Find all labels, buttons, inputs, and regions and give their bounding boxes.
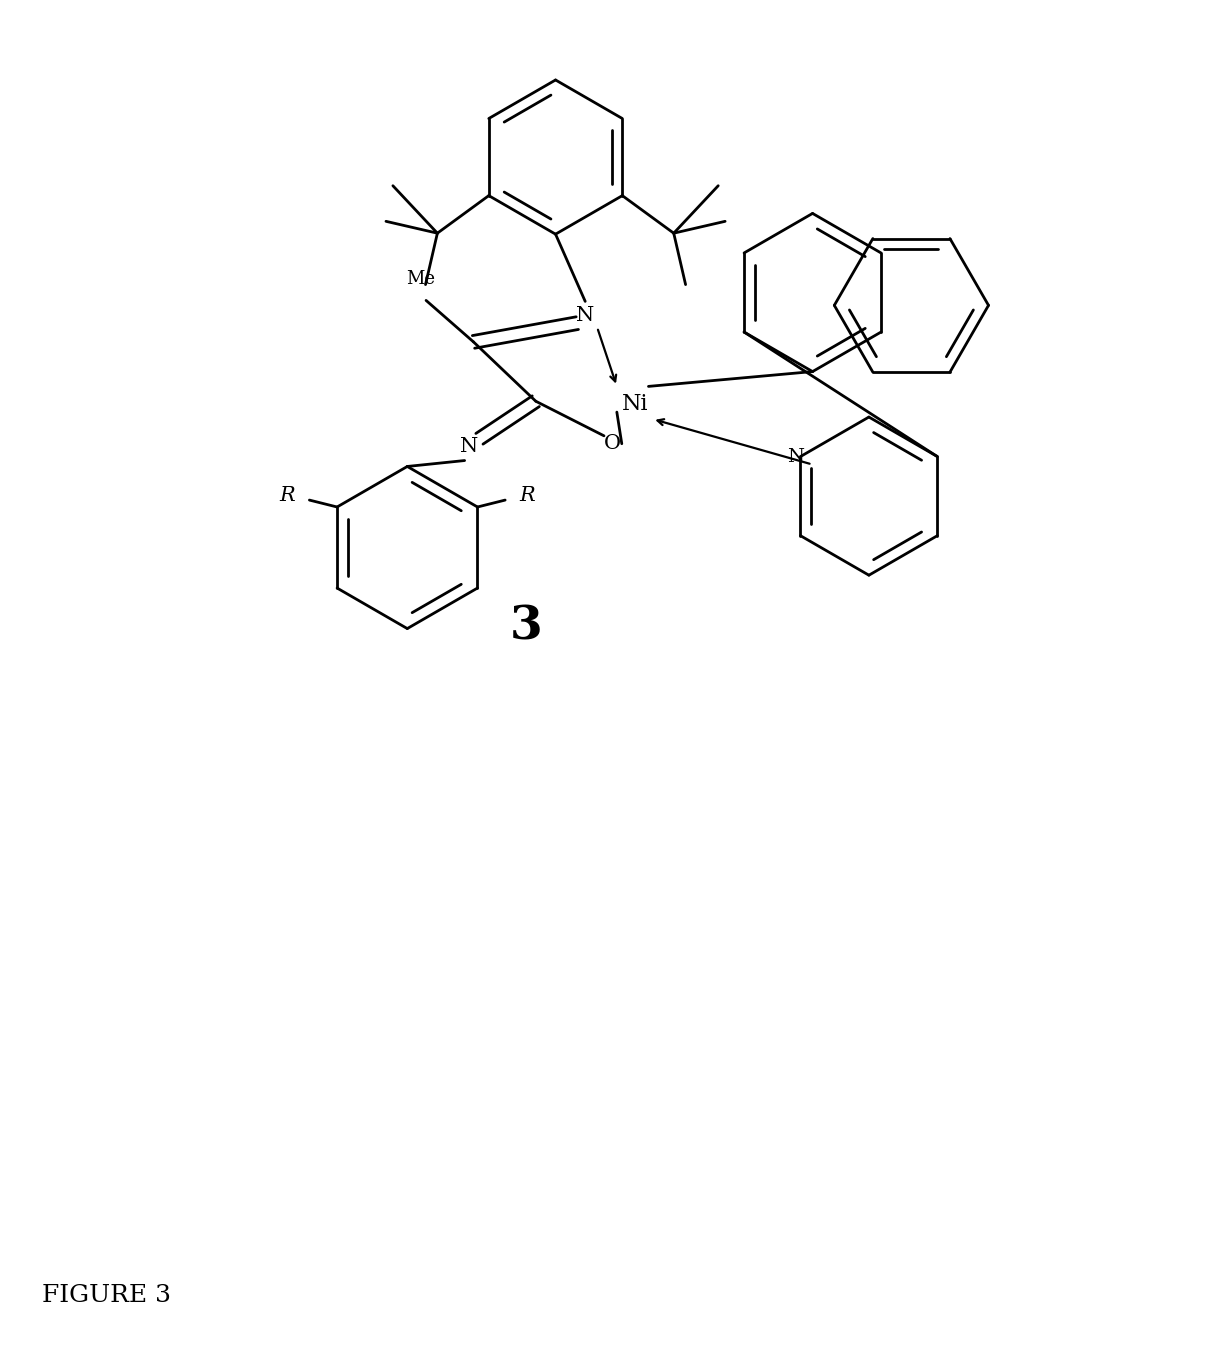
Text: R: R bbox=[280, 485, 295, 504]
Text: N: N bbox=[461, 437, 479, 456]
Text: N: N bbox=[576, 305, 595, 324]
Text: Me: Me bbox=[406, 270, 435, 287]
Text: FIGURE 3: FIGURE 3 bbox=[41, 1284, 170, 1307]
Text: N: N bbox=[788, 447, 804, 465]
Text: 3: 3 bbox=[509, 603, 543, 650]
Text: O: O bbox=[603, 434, 620, 453]
Text: R: R bbox=[519, 485, 534, 504]
Text: Ni: Ni bbox=[621, 393, 648, 415]
